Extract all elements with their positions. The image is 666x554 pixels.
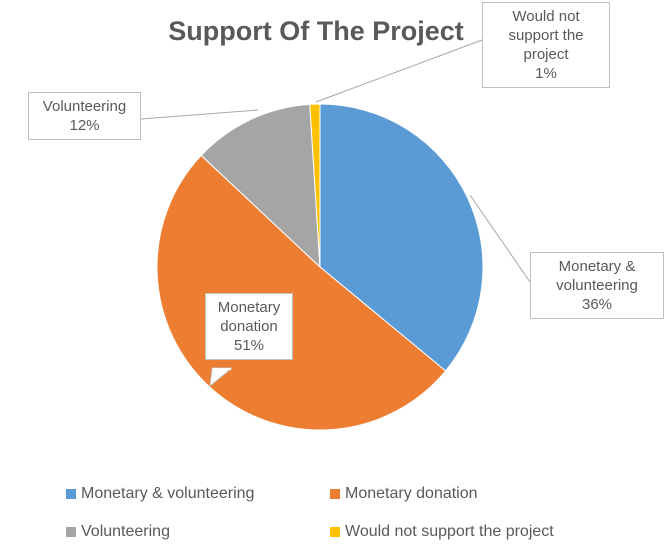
leader-line [315,39,483,103]
data-callout: Monetary donation 51% [205,293,293,360]
legend-item: Volunteering [66,523,170,541]
callout-name: Would not support the project [508,8,584,63]
legend-swatch [66,527,76,537]
legend-swatch [66,489,76,499]
legend-item: Monetary donation [330,485,478,503]
chart-title: Support Of The Project [168,16,464,46]
legend-label: Monetary donation [345,485,478,502]
callout-value: 12% [69,117,100,134]
legend-item: Would not support the project [330,523,554,541]
leader-line [140,109,259,120]
callout-name: Volunteering [42,98,127,115]
callout-value: 36% [581,296,613,313]
data-callout: Would not support the project 1% [482,2,610,88]
pie-slice [156,154,447,431]
callout-value: 1% [535,65,557,82]
data-callout: Volunteering 12% [28,92,141,140]
callout-name: Monetary & volunteering [556,258,638,294]
leader-line [469,194,531,283]
legend-swatch [330,527,340,537]
pie-slice [309,103,321,268]
legend-swatch [330,489,340,499]
pie-slice [319,103,484,372]
legend-item: Monetary & volunteering [66,485,254,503]
data-callout: Monetary & volunteering 36% [530,252,664,319]
pie-slice [200,103,321,269]
legend-label: Monetary & volunteering [81,485,255,502]
legend-label: Volunteering [81,523,170,540]
callout-value: 51% [233,337,265,354]
callout-name: Monetary donation [217,299,281,335]
legend-label: Would not support the project [345,523,554,540]
